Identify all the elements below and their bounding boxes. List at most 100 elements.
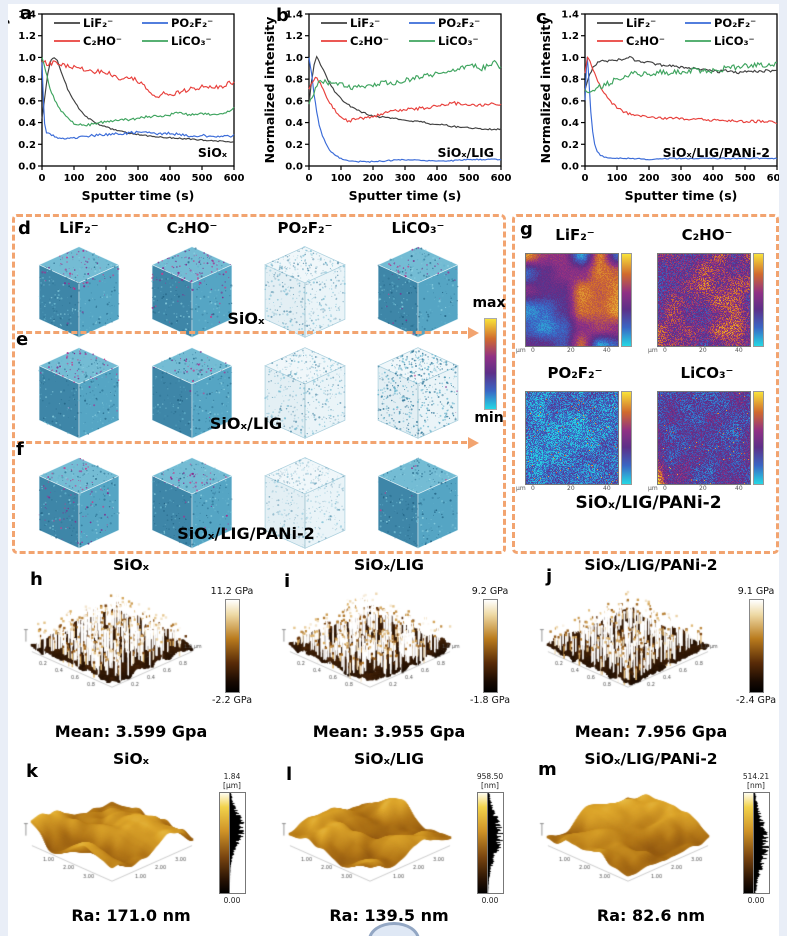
- svg-text:500: 500: [735, 173, 756, 184]
- height-unit-label: [nm]: [481, 781, 499, 790]
- ion-map-noisy-purple: [657, 391, 751, 485]
- map-colorbar: [753, 253, 764, 347]
- page-margin-right: [779, 0, 787, 936]
- svg-text:0.4: 0.4: [18, 118, 36, 129]
- series-C₂HO⁻: [584, 55, 778, 125]
- series-LiF₂⁻: [584, 55, 778, 90]
- tof-sims-cube-sparse-dense: [377, 347, 459, 439]
- panel-title: SiOₓ/LIG/PANi-2: [584, 750, 718, 768]
- svg-text:0: 0: [306, 173, 313, 184]
- map-x-axis: 0 20 40 µm: [516, 347, 611, 354]
- svg-text:0.8: 0.8: [285, 75, 303, 86]
- panel-letter-e: e: [16, 329, 29, 350]
- height-gradient-bar: [218, 792, 230, 894]
- height-min-label: 0.00: [223, 896, 241, 905]
- legend-item: C₂HO⁻: [626, 34, 665, 48]
- cube-cell: [255, 243, 355, 339]
- legend-item: LiCO₃⁻: [171, 34, 212, 48]
- topo-panel-m: SiOₓ/LIG/PANi-2 514.21 [nm] 0.00 Ra: 82.6 nm: [520, 750, 782, 934]
- cube-cell: [29, 454, 129, 550]
- topo-surface: [270, 776, 470, 900]
- gpa-max-label: 11.2 GPa: [210, 586, 254, 597]
- svg-text:1.4: 1.4: [561, 10, 579, 21]
- cube-column-header: LiF₂⁻: [59, 219, 99, 237]
- legend-item: LiCO₃⁻: [438, 34, 479, 48]
- svg-text:0: 0: [582, 173, 589, 184]
- height-unit-label: [µm]: [223, 781, 241, 790]
- height-histogram: [487, 792, 504, 894]
- map-x-axis: 0 20 40 µm: [516, 485, 611, 492]
- svg-text:200: 200: [639, 173, 660, 184]
- svg-text:200: 200: [363, 173, 384, 184]
- modulus-panel-j: SiOₓ/LIG/PANi-2 9.1 GPa -2.4 GPa Mean: 7.95…: [520, 556, 782, 750]
- tof-sims-cube-dense-plain: [377, 457, 459, 549]
- legend-item: PO₂F₂⁻: [714, 16, 756, 30]
- svg-text:1.4: 1.4: [285, 10, 303, 21]
- height-max-label: 958.50: [476, 772, 504, 781]
- map-header: C₂HO⁻: [681, 226, 733, 244]
- intensity-colorbar: [484, 318, 497, 410]
- sample-label: SiOₓ/LIG/PANi-2: [663, 145, 770, 160]
- y-axis-label: Normalized intensity: [539, 17, 553, 164]
- panel-letter-l: l: [286, 764, 293, 785]
- cube-cell: [142, 454, 242, 550]
- cube-cell: [142, 243, 242, 339]
- panel-title: SiOₓ: [112, 556, 150, 574]
- cube-cell: [255, 454, 355, 550]
- ion-map-noisy-cyan: [525, 391, 619, 485]
- svg-text:0: 0: [39, 173, 46, 184]
- legend-item: PO₂F₂⁻: [171, 16, 213, 30]
- svg-text:0.6: 0.6: [561, 96, 579, 107]
- svg-text:1.0: 1.0: [561, 53, 579, 64]
- height-min-label: 0.00: [481, 896, 499, 905]
- mean-modulus-label: Mean: 3.599 Gpa: [54, 722, 208, 741]
- panel-letter-f: f: [16, 439, 24, 460]
- map-x-axis: 0 20 40 µm: [648, 485, 743, 492]
- tof-sims-cube-dense-mtop: [38, 246, 120, 338]
- modulus-surface-canvas: [12, 582, 212, 704]
- svg-text:500: 500: [192, 173, 213, 184]
- svg-text:1.4: 1.4: [18, 10, 36, 21]
- tof-sims-cube-sparse: [264, 246, 346, 338]
- colorbar-max-label: max: [472, 295, 506, 311]
- legend-item: LiF₂⁻: [83, 16, 113, 30]
- cube-cell: [29, 243, 129, 339]
- tof-sims-cube-sparse: [264, 347, 346, 439]
- cube-cell: [368, 243, 468, 339]
- svg-text:0.0: 0.0: [285, 162, 303, 173]
- maps-caption: SiOₓ/LIG/PANi-2: [575, 493, 722, 513]
- svg-text:0.2: 0.2: [18, 140, 36, 151]
- ra-roughness-label: Ra: 82.6 nm: [596, 906, 706, 925]
- gpa-colorbar: 9.1 GPa -2.4 GPa: [730, 586, 782, 706]
- svg-text:600: 600: [224, 173, 245, 184]
- svg-text:0.8: 0.8: [561, 75, 579, 86]
- height-gradient-bar: [476, 792, 488, 894]
- panel-letter-m: m: [538, 759, 557, 780]
- ra-roughness-label: Ra: 171.0 nm: [71, 906, 191, 925]
- map-x-axis: 0 20 40 µm: [648, 347, 743, 354]
- modulus-panel-i: SiOₓ/LIG 9.2 GPa -1.8 GPa Mean: 3.955 Gpa: [262, 556, 516, 750]
- series-LiF₂⁻: [41, 57, 235, 143]
- tof-sims-cube-dense-streaks: [38, 457, 120, 549]
- mean-modulus-label: Mean: 7.956 Gpa: [574, 722, 728, 741]
- legend-item: C₂HO⁻: [83, 34, 122, 48]
- chart-panel-b: 0.0 0.2 0.4 0.6 0.8 1.0 1.2 1.4 0 100 200 300 400 500…: [262, 0, 519, 214]
- ra-roughness-label: Ra: 139.5 nm: [329, 906, 449, 925]
- modulus-surface: [270, 582, 470, 706]
- panel-title: SiOₓ/LIG: [353, 556, 425, 574]
- modulus-surface: [528, 582, 728, 706]
- sample-label: SiOₓ: [198, 145, 228, 160]
- panel-letter-d: d: [18, 218, 31, 239]
- chart-c: 0.0 0.2 0.4 0.6 0.8 1.0 1.2 1.4 0 100 200 300 400 500…: [538, 10, 787, 204]
- map-colorbar: [753, 391, 764, 485]
- height-histogram: [229, 792, 246, 894]
- gpa-colorbar: 9.2 GPa -1.8 GPa: [464, 586, 516, 706]
- page-margin-left: [0, 0, 8, 936]
- height-colorbar: 1.84 [µm] 0.00: [206, 772, 258, 905]
- tof-sims-cube-dense-mtop: [38, 347, 120, 439]
- map-header: PO₂F₂⁻: [547, 364, 603, 382]
- colorbar-min-label: min: [474, 410, 504, 426]
- colorbar-stack: [206, 792, 258, 894]
- tof-sims-cube-dense-mtop-light: [377, 246, 459, 338]
